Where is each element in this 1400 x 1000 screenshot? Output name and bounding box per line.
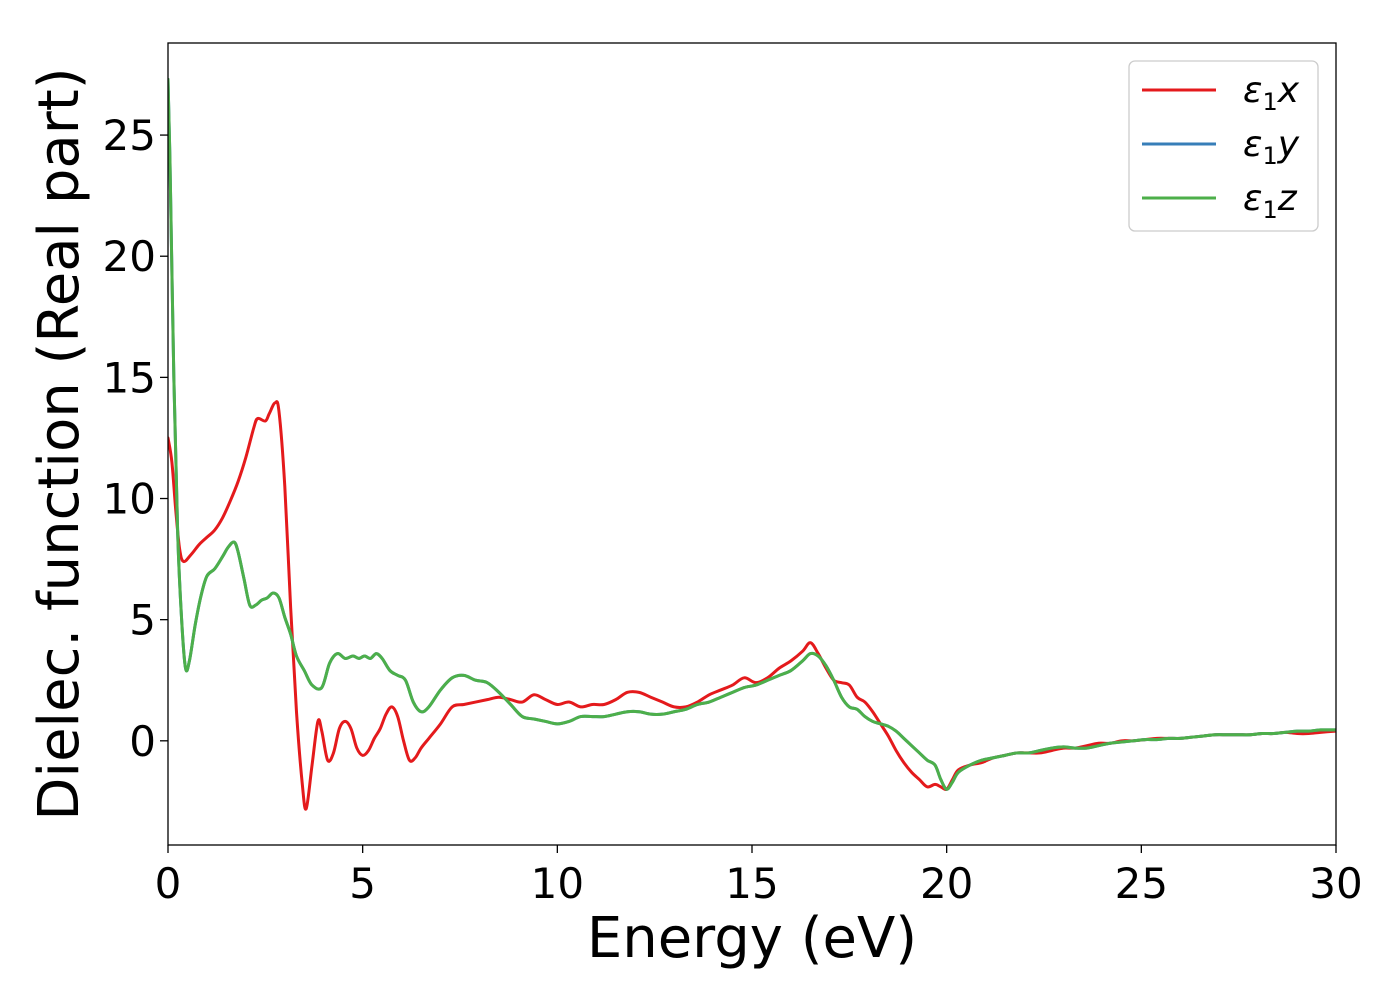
legend-component: x [1277,70,1300,111]
y-axis: 0 5 10 15 20 25 [103,111,168,766]
x-tick-label: 25 [1115,859,1168,908]
x-tick-label: 5 [349,859,376,908]
x-tick-label: 10 [531,859,584,908]
legend-subscript: 1 [1262,142,1277,170]
legend-label-x: ε1x [1243,70,1300,116]
x-tick-label: 15 [725,859,778,908]
legend-subscript: 1 [1262,196,1277,224]
legend-label-z: ε1z [1243,178,1298,224]
x-tick-label: 20 [920,859,973,908]
legend-box [1128,60,1319,232]
series-line-x [168,400,1336,811]
y-tick-label: 15 [103,353,156,402]
x-axis: 0 5 10 15 20 25 30 [155,845,1363,908]
x-axis-title: Energy (eV) [587,906,917,971]
legend-label-y: ε1y [1243,124,1300,170]
series-layer [168,77,1336,811]
legend-symbol: ε [1243,178,1262,219]
legend-component: y [1277,124,1300,165]
legend-subscript: 1 [1262,88,1277,116]
y-tick-label: 0 [129,717,156,766]
legend-component: z [1277,178,1298,219]
x-tick-label: 30 [1309,859,1362,908]
legend-symbol: ε [1243,70,1262,111]
y-tick-label: 25 [103,111,156,160]
series-line-z [168,77,1336,791]
y-tick-label: 20 [103,232,156,281]
x-tick-label: 0 [155,859,182,908]
y-tick-label: 10 [103,475,156,524]
y-tick-label: 5 [129,596,156,645]
legend-symbol: ε [1243,124,1262,165]
y-axis-title: Dielec. function (Real part) [27,67,92,820]
